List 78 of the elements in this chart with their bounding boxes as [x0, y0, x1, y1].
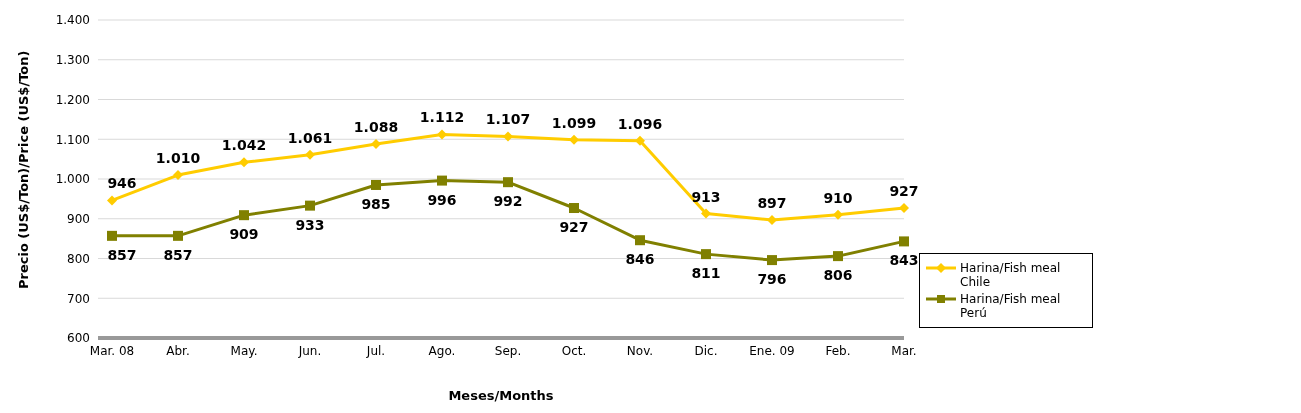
point: [767, 214, 777, 225]
data-label: 1.112: [419, 109, 465, 126]
y-tick-label: 1.400: [55, 13, 90, 28]
point: [107, 195, 117, 206]
data-label: 857: [107, 246, 137, 263]
point: [239, 210, 249, 221]
x-tick-label: Sep.: [494, 343, 522, 358]
data-label: 992: [493, 193, 523, 210]
data-label: 996: [427, 191, 457, 208]
data-label: 909: [229, 226, 259, 243]
point: [701, 208, 711, 219]
point: [437, 129, 447, 140]
y-tick-label: 800: [67, 251, 90, 266]
point: [371, 139, 381, 150]
data-label: 933: [295, 216, 325, 233]
point: [173, 230, 183, 241]
point: [239, 157, 249, 168]
point: [569, 134, 579, 145]
point: [503, 177, 513, 188]
x-tick-label: Abr.: [166, 343, 190, 358]
point: [569, 203, 579, 214]
y-axis-title: Precio (US$/Ton)/Price (US$/Ton): [15, 50, 31, 289]
point: [635, 235, 645, 246]
data-label: 985: [361, 195, 391, 212]
point: [767, 255, 777, 266]
data-label: 1.096: [617, 115, 663, 132]
data-label: 1.061: [287, 129, 333, 146]
data-label: 913: [691, 188, 721, 205]
x-axis-title: Meses/Months: [448, 388, 554, 403]
y-tick-label: 1.200: [55, 92, 90, 107]
point: [173, 170, 183, 181]
data-label: 811: [691, 265, 721, 282]
data-label: 910: [823, 189, 853, 206]
data-label: 927: [559, 219, 589, 236]
x-tick-label: Mar.: [891, 343, 917, 358]
x-tick-label: May.: [230, 343, 258, 358]
point: [833, 209, 843, 220]
y-tick-label: 1.000: [55, 172, 90, 187]
x-tick-label: Jun.: [297, 343, 322, 358]
y-tick-label: 600: [67, 331, 90, 346]
data-label: 1.042: [221, 137, 267, 154]
x-tick-label: Oct.: [561, 343, 587, 358]
data-label: 843: [889, 252, 919, 269]
x-tick-label: Nov.: [626, 343, 654, 358]
data-label: 806: [823, 267, 853, 284]
data-label: 796: [757, 271, 787, 288]
y-tick-label: 1.300: [55, 53, 90, 68]
data-label: 857: [163, 246, 193, 263]
y-tick-label: 900: [67, 212, 90, 227]
point: [503, 131, 513, 142]
point: [635, 135, 645, 146]
data-label: 927: [889, 183, 919, 200]
x-tick-label: Mar. 08: [89, 343, 135, 358]
data-label: 946: [107, 175, 137, 192]
x-tick-label: Feb.: [825, 343, 851, 358]
point: [701, 249, 711, 260]
data-label: 1.099: [551, 114, 597, 131]
point: [107, 230, 117, 241]
point: [899, 203, 909, 214]
data-label: 846: [625, 251, 655, 268]
legend-label: Harina/Fish meal Chile: [960, 261, 1062, 289]
x-tick-label: Ago.: [428, 343, 456, 358]
x-tick-label: Dic.: [694, 343, 718, 358]
y-tick-label: 700: [67, 291, 90, 306]
point: [305, 200, 315, 211]
point: [305, 149, 315, 160]
data-label: 1.088: [353, 119, 399, 136]
x-tick-label: Jul.: [365, 343, 386, 358]
legend-label: Harina/Fish meal Perú: [960, 292, 1062, 320]
data-label: 897: [757, 194, 787, 211]
x-tick-label: Ene. 09: [749, 343, 795, 358]
data-label: 1.107: [485, 111, 531, 128]
y-tick-label: 1.100: [55, 132, 90, 147]
data-label: 1.010: [155, 150, 201, 167]
point: [899, 236, 909, 247]
point: [371, 179, 381, 190]
point: [833, 251, 843, 262]
point: [437, 175, 447, 186]
